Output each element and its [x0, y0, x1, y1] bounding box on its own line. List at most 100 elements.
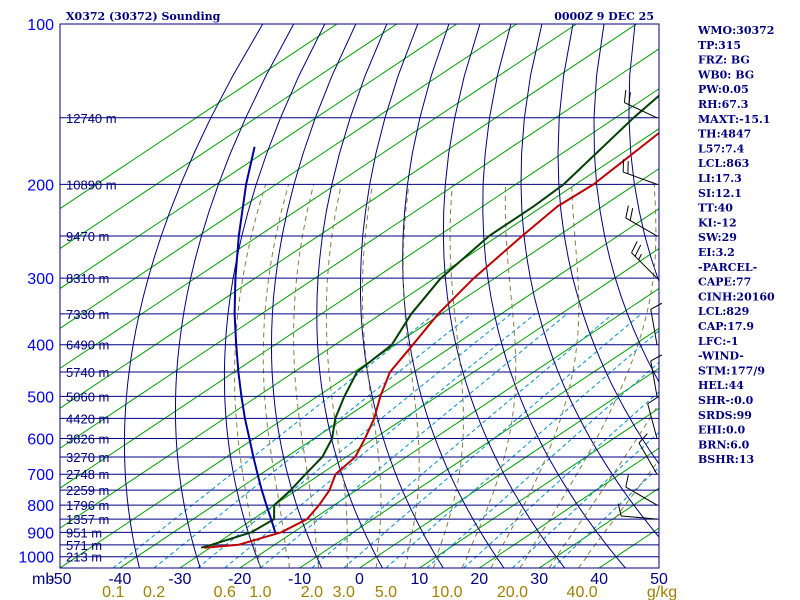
mixing-ratio-line — [197, 313, 512, 568]
pressure-tick-label: 300 — [27, 271, 54, 288]
height-label: 10890 m — [66, 177, 117, 192]
moist-adiabat-line — [519, 184, 657, 568]
height-label: 3270 m — [66, 450, 109, 465]
valid-time: 0000Z 9 DEC 25 — [554, 10, 654, 23]
isotherm-line — [60, 24, 338, 210]
pressure-tick-label: 1000 — [18, 550, 54, 567]
station-title: X0372 (30372) Sounding — [66, 10, 221, 23]
wind-barb — [625, 474, 658, 506]
height-label: 5060 m — [66, 389, 109, 404]
height-label: 8310 m — [66, 271, 109, 286]
index-entry: BRN:6.0 — [698, 438, 750, 451]
index-entry: LI:17.3 — [698, 172, 742, 185]
wind-barb — [631, 241, 658, 279]
index-entry: TP:315 — [698, 39, 741, 52]
dry-adiabat-line — [316, 24, 388, 568]
temperature-tick-label: 50 — [650, 571, 668, 588]
axis-labels: 12740 m 10890 m 9470 m 8310 m 7330 m 6490 m 57… — [18, 17, 677, 600]
wind-barb — [650, 354, 663, 397]
mixing-ratio-line — [311, 313, 614, 568]
isotherm-line — [60, 168, 659, 568]
wind-barb — [623, 89, 658, 119]
isotherm-line — [60, 24, 457, 290]
mixing-ratio-tick-label: 1.0 — [249, 584, 271, 600]
temperature-tick-label: -30 — [168, 571, 191, 588]
isotherm-line — [60, 24, 637, 409]
dry-adiabat-lines — [124, 24, 800, 568]
temperature-tick-label: -10 — [288, 571, 311, 588]
mixing-ratio-tick-label: 3.0 — [333, 584, 355, 600]
index-entry: CAPE:77 — [698, 276, 751, 289]
isotherm-line — [60, 24, 398, 250]
isotherm-line — [60, 128, 659, 529]
pressure-tick-label: 100 — [27, 17, 54, 34]
wind-barb — [622, 159, 658, 185]
series-parcel-line — [233, 146, 277, 533]
index-entry: SRDS:99 — [698, 409, 752, 422]
temperature-tick-label: -20 — [228, 571, 251, 588]
index-entry: -WIND- — [698, 350, 744, 363]
pressure-unit-label: mb — [32, 571, 54, 588]
mixing-ratio-tick-label: 0.1 — [102, 584, 124, 600]
isotherm-line — [119, 207, 659, 568]
index-entry: CAP:17.9 — [698, 320, 754, 333]
isotherm-line — [419, 407, 659, 568]
index-entry: LCL:863 — [698, 157, 749, 170]
height-label: 12740 m — [66, 111, 117, 126]
dry-adiabat-line — [557, 24, 659, 465]
index-entry: STM:177/9 — [698, 364, 765, 377]
isotherm-line — [60, 88, 659, 489]
moist-adiabat-line — [233, 184, 267, 568]
index-entry: L57:7.4 — [698, 142, 745, 155]
moist-adiabat-line — [361, 184, 382, 568]
isotherm-line — [60, 48, 659, 449]
moist-adiabat-line — [548, 402, 659, 568]
pressure-tick-label: 600 — [27, 432, 54, 449]
mixing-ratio-lines — [112, 313, 659, 568]
isotherm-lines — [60, 24, 659, 568]
series-dewpoint-line — [200, 94, 659, 549]
mixing-ratio-line — [426, 361, 659, 568]
height-label: 571 m — [66, 538, 102, 553]
dry-adiabat-line — [402, 24, 505, 568]
dry-adiabat-line — [175, 24, 295, 568]
dry-adiabat-line — [442, 24, 566, 568]
wind-barbs — [617, 89, 663, 520]
pressure-tick-label: 500 — [27, 389, 54, 406]
isotherm-line — [179, 247, 659, 568]
height-label: 951 m — [66, 525, 102, 540]
moist-adiabat-line — [490, 184, 580, 568]
height-label: 1796 m — [66, 498, 109, 513]
dry-adiabat-line — [270, 24, 357, 568]
temperature-tick-label: -40 — [108, 571, 131, 588]
pressure-tick-label: 400 — [27, 338, 54, 355]
moist-adiabat-line — [577, 459, 659, 568]
dry-adiabat-line — [790, 24, 800, 568]
wind-barb — [647, 396, 659, 439]
mixing-ratio-tick-label: 0.2 — [143, 584, 165, 600]
moist-adiabat-line — [262, 184, 290, 568]
series-temperature-line — [204, 131, 659, 549]
index-entry: SW:29 — [698, 231, 737, 244]
dry-adiabat-line — [520, 24, 659, 538]
index-entry: BSHR:13 — [698, 453, 754, 466]
height-label: 6490 m — [66, 338, 109, 353]
wind-barb — [638, 433, 658, 475]
isotherm-line — [60, 24, 517, 330]
mixing-ratio-line — [552, 466, 659, 568]
sounding-traces — [200, 94, 659, 549]
index-entry: TT:40 — [698, 202, 733, 215]
index-entry: -PARCEL- — [698, 261, 757, 274]
temperature-tick-label: 10 — [411, 571, 429, 588]
height-label: 3826 m — [66, 432, 109, 447]
height-label: 2748 m — [66, 467, 109, 482]
wind-barb — [625, 205, 658, 237]
height-label: 4420 m — [66, 411, 109, 426]
index-entry: RH:67.3 — [698, 98, 748, 111]
moist-adiabat-line — [293, 184, 319, 568]
pressure-tick-label: 200 — [27, 177, 54, 194]
index-entry: EHI:0.0 — [698, 424, 745, 437]
mixing-ratio-tick-label: 0.6 — [214, 584, 236, 600]
